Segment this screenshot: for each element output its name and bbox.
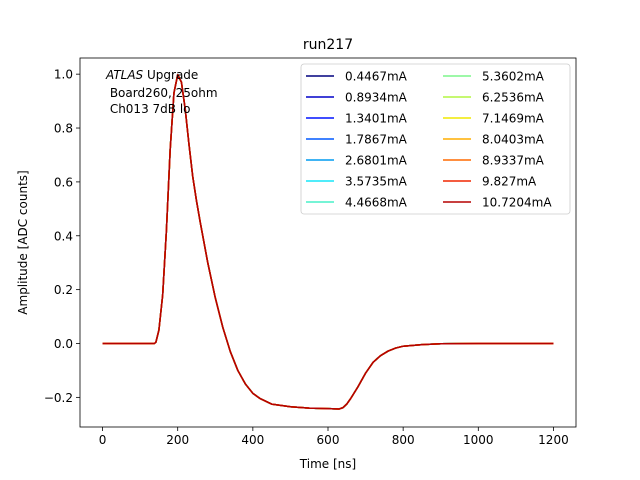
legend-label-9: 7.1469mA [482,112,545,126]
annotation-line1: ATLAS Upgrade [105,68,198,82]
y-tick-label: −0.2 [44,391,73,405]
x-tick-label: 1000 [463,433,494,447]
legend-label-12: 9.827mA [482,175,537,189]
x-tick-label: 400 [241,433,264,447]
legend-label-3: 1.7867mA [345,133,408,147]
x-axis-ticks: 0 200 400 600 800 1000 1200 [99,427,569,447]
y-tick-label: 0.2 [54,283,73,297]
y-tick-label: 0.8 [54,122,73,136]
legend-label-10: 8.0403mA [482,133,545,147]
series-curves [102,73,554,410]
x-tick-label: 600 [317,433,340,447]
legend-label-13: 10.7204mA [482,196,552,210]
x-tick-label: 200 [166,433,189,447]
x-tick-label: 1200 [538,433,569,447]
legend: 0.4467mA 0.8934mA 1.3401mA 1.7867mA 2.6801mA… [300,63,571,215]
annotation-atlas: ATLAS [105,68,144,82]
legend-items: 0.4467mA 0.8934mA 1.3401mA 1.7867mA 2.6801mA… [306,70,552,210]
x-axis-label: Time [ns] [299,457,356,471]
legend-label-1: 0.8934mA [345,91,408,105]
y-axis-label: Amplitude [ADC counts] [16,170,30,314]
y-tick-label: 1.0 [54,68,73,82]
legend-label-4: 2.6801mA [345,154,408,168]
chart-title: run217 [303,37,353,53]
annotation-line2: Board260, 25ohm [106,86,218,100]
annotation: ATLAS Upgrade Board260, 25ohm Ch013 7dB … [105,68,218,116]
y-tick-label: 0.4 [54,229,73,243]
legend-label-7: 5.3602mA [482,70,545,84]
annotation-upgrade: Upgrade [143,68,198,82]
y-tick-label: 0.6 [54,175,73,189]
legend-label-8: 6.2536mA [482,91,545,105]
legend-label-2: 1.3401mA [345,112,408,126]
legend-box [300,63,571,215]
y-tick-label: 0.0 [54,337,73,351]
x-tick-label: 0 [99,433,107,447]
legend-label-6: 4.4668mA [345,196,408,210]
series-line-13 [102,73,554,410]
annotation-line3: Ch013 7dB lo [106,102,191,116]
legend-label-11: 8.9337mA [482,154,545,168]
y-axis-ticks: −0.2 0.0 0.2 0.4 0.6 0.8 1.0 [44,68,80,405]
legend-label-5: 3.5735mA [345,175,408,189]
legend-label-0: 0.4467mA [345,70,408,84]
x-tick-label: 800 [392,433,415,447]
